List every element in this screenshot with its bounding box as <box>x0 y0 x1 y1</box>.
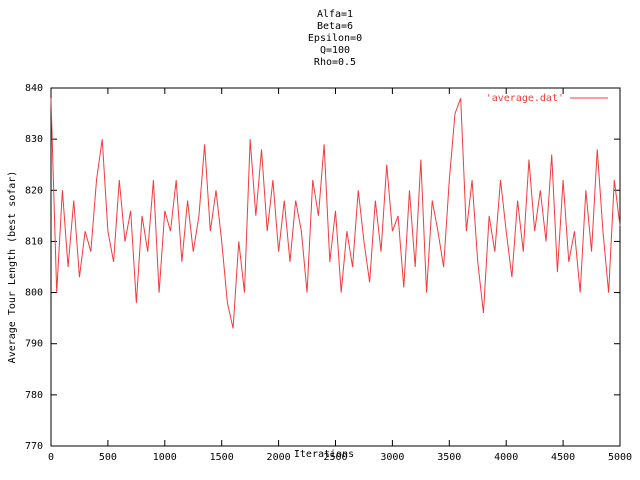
y-tick-label: 830 <box>25 134 43 145</box>
x-tick-label: 3000 <box>380 452 404 463</box>
chart-title: Q=100 <box>320 45 350 56</box>
x-axis-label: Iterations <box>294 449 354 460</box>
data-line <box>50 98 621 329</box>
chart-title: Epsilon=0 <box>308 33 362 44</box>
x-tick-label: 500 <box>99 452 117 463</box>
y-tick-label: 810 <box>25 236 43 247</box>
x-tick-label: 3500 <box>437 452 461 463</box>
y-tick-label: 780 <box>25 390 43 401</box>
y-tick-label: 820 <box>25 185 43 196</box>
chart-title: Beta=6 <box>317 21 353 32</box>
y-tick-label: 770 <box>25 441 43 452</box>
x-tick-label: 2000 <box>267 452 291 463</box>
x-tick-label: 1500 <box>210 452 234 463</box>
chart-title: Rho=0.5 <box>314 57 356 68</box>
x-tick-label: 4000 <box>494 452 518 463</box>
y-tick-label: 800 <box>25 288 43 299</box>
x-tick-label: 2500 <box>323 452 347 463</box>
y-axis-label: Average Tour Length (best sofar) <box>7 171 18 364</box>
legend-label: 'average.dat' <box>486 93 564 104</box>
x-tick-label: 1000 <box>153 452 177 463</box>
x-tick-label: 5000 <box>608 452 632 463</box>
chart-title: Alfa=1 <box>317 9 353 20</box>
y-tick-label: 790 <box>25 339 43 350</box>
x-tick-label: 0 <box>48 452 54 463</box>
x-tick-label: 4500 <box>551 452 575 463</box>
y-tick-label: 840 <box>25 83 43 94</box>
